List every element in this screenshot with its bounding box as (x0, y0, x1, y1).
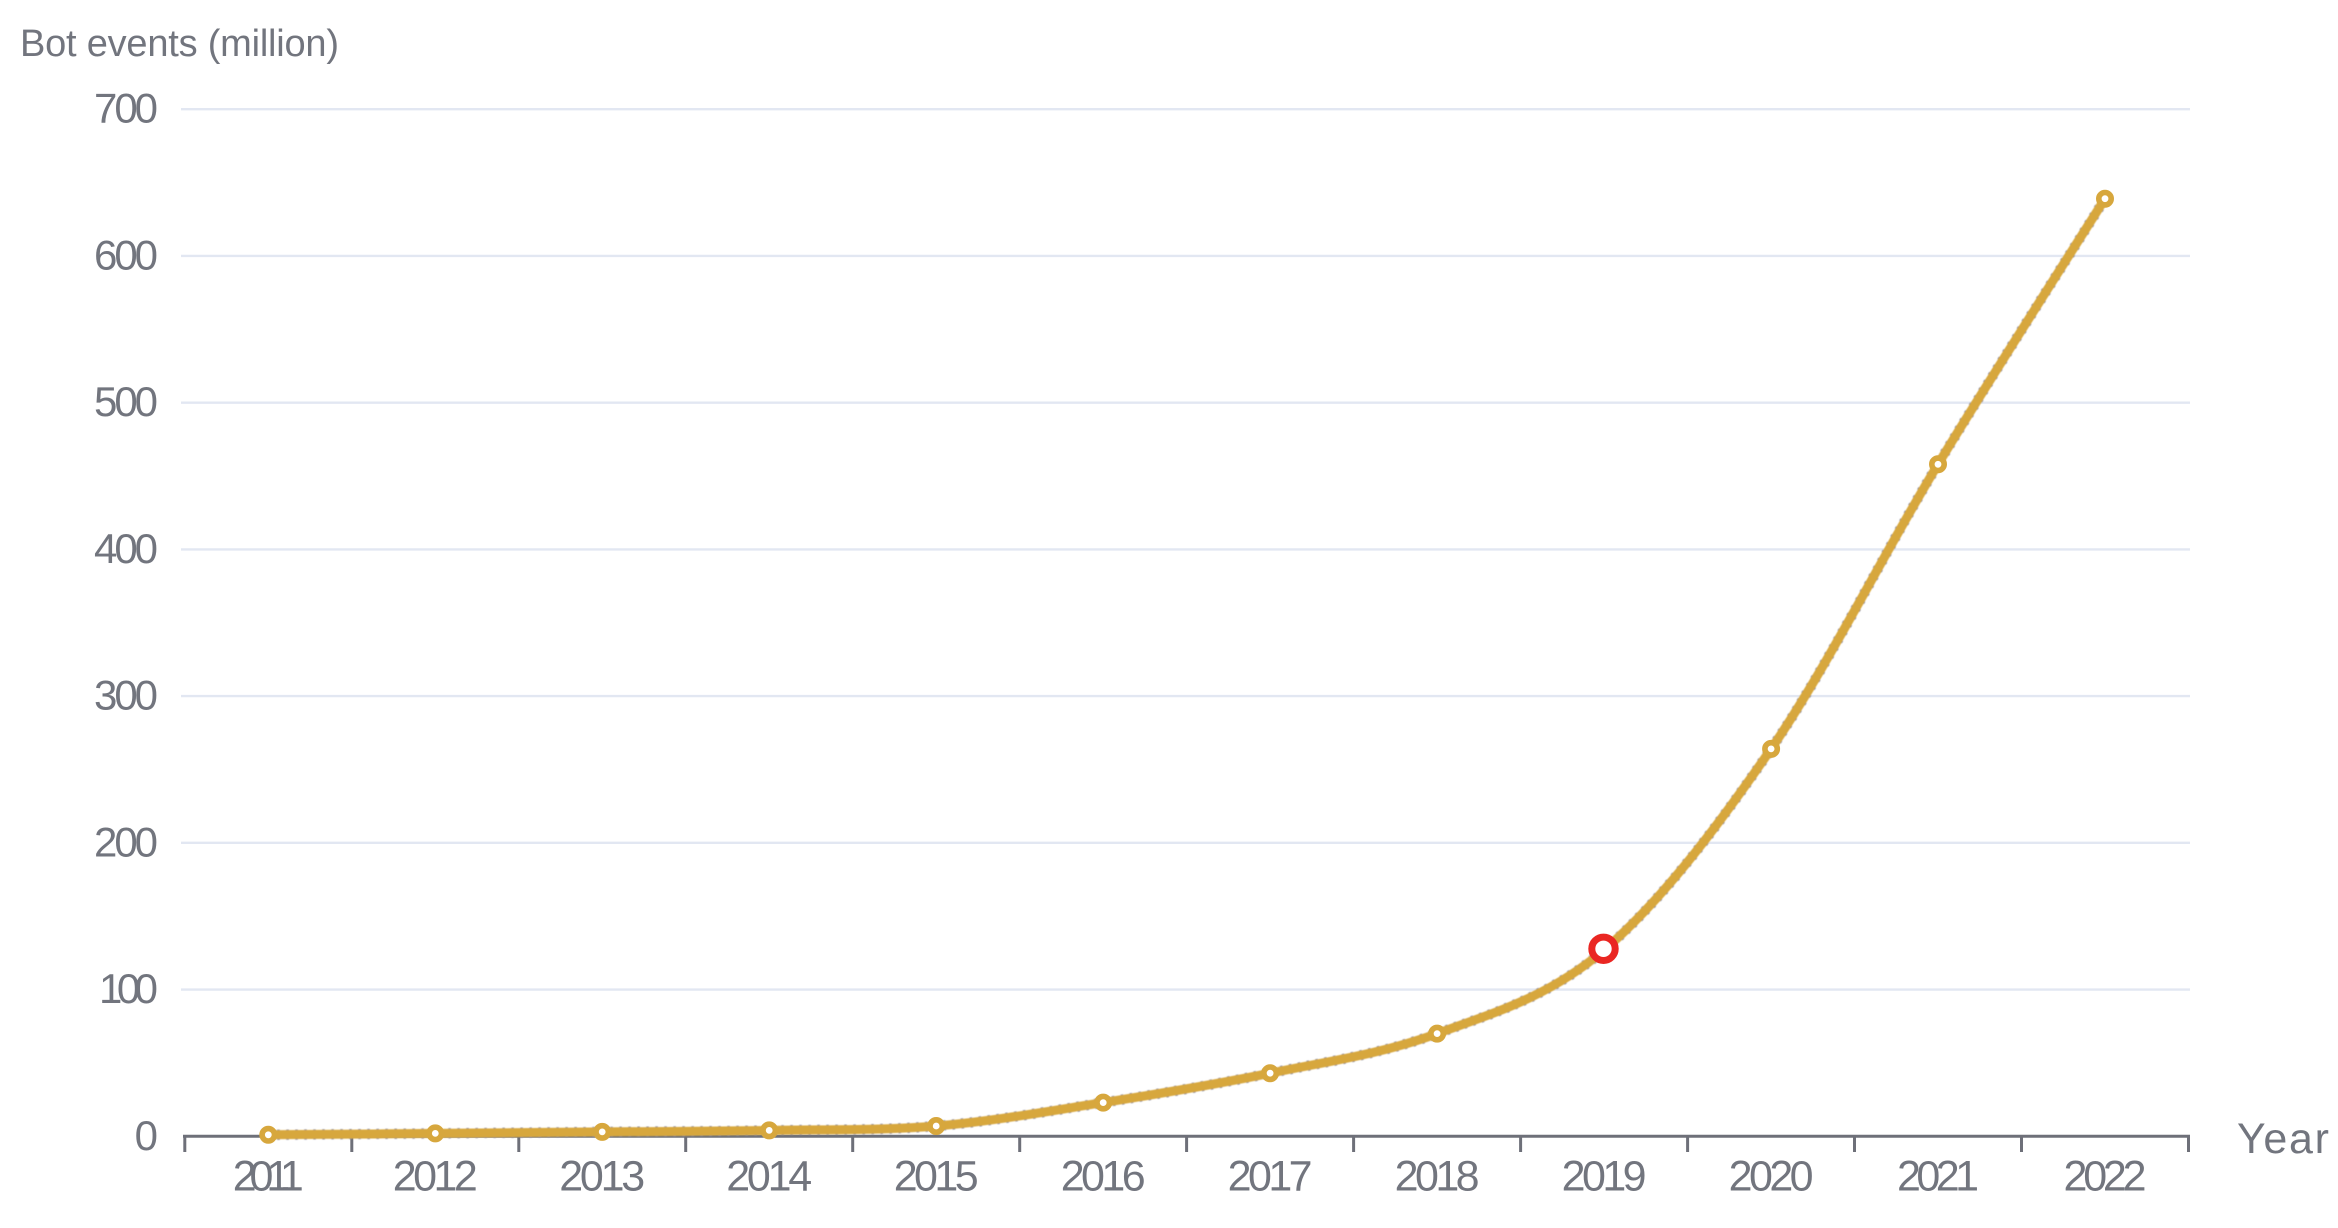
svg-text:2015: 2015 (894, 1153, 979, 1201)
svg-text:0: 0 (135, 1112, 158, 1159)
svg-text:2012: 2012 (393, 1153, 478, 1201)
svg-text:2013: 2013 (559, 1153, 645, 1201)
svg-text:100: 100 (99, 965, 158, 1012)
svg-text:2016: 2016 (1061, 1153, 1146, 1201)
svg-text:700: 700 (94, 85, 158, 132)
svg-text:2021: 2021 (1897, 1153, 1979, 1201)
svg-text:200: 200 (94, 818, 158, 865)
svg-text:2014: 2014 (726, 1153, 812, 1201)
svg-text:2011: 2011 (233, 1153, 304, 1201)
svg-text:600: 600 (94, 231, 158, 278)
svg-text:2022: 2022 (2064, 1153, 2147, 1201)
svg-text:2019: 2019 (1562, 1153, 1647, 1201)
svg-text:2018: 2018 (1395, 1153, 1480, 1201)
svg-text:2020: 2020 (1729, 1153, 1814, 1201)
svg-text:500: 500 (94, 378, 158, 425)
svg-text:400: 400 (94, 525, 158, 572)
svg-text:2017: 2017 (1228, 1153, 1313, 1201)
svg-text:Bot events (million): Bot events (million) (20, 23, 339, 65)
svg-text:Year: Year (2237, 1115, 2329, 1163)
svg-text:300: 300 (94, 672, 158, 719)
